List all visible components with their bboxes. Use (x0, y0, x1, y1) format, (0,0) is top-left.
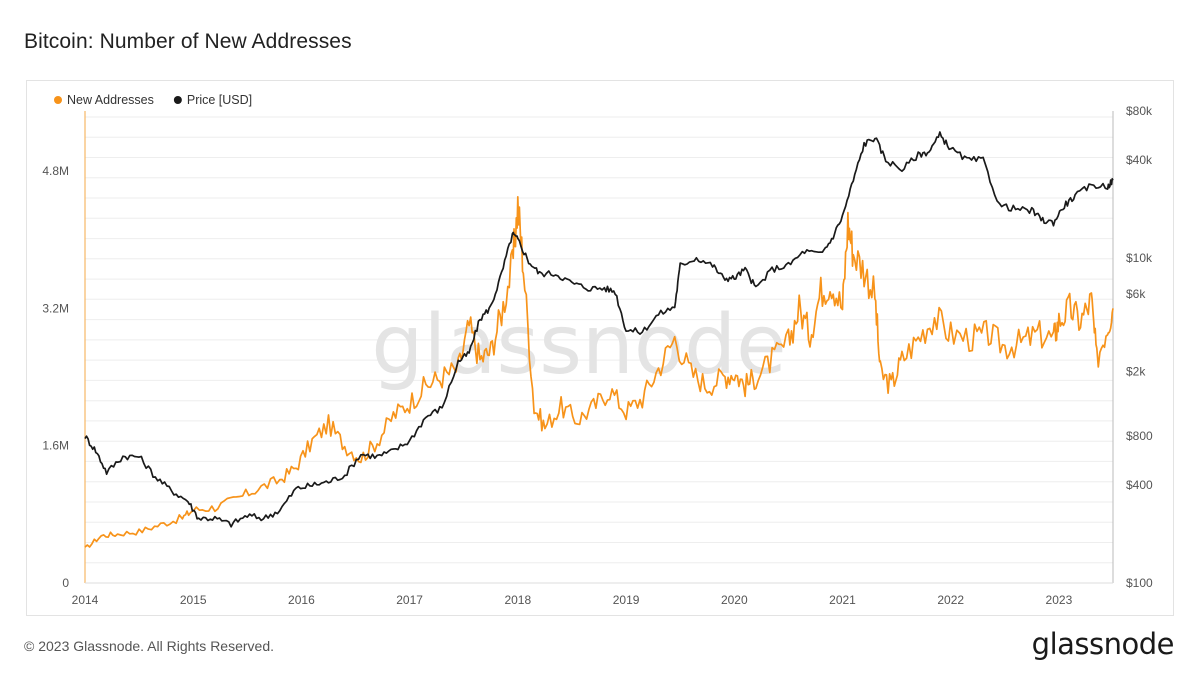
legend-marker (54, 96, 62, 104)
y-right-tick-label: $2k (1126, 365, 1146, 379)
y-right-tick-label: $6k (1126, 287, 1146, 301)
legend-label: Price [USD] (187, 93, 252, 107)
brand-logo: glassnode (1031, 627, 1175, 661)
x-tick-label: 2014 (72, 593, 99, 607)
y-right-tick-label: $10k (1126, 251, 1153, 265)
x-tick-label: 2017 (396, 593, 423, 607)
x-tick-label: 2016 (288, 593, 315, 607)
y-right-tick-label: $400 (1126, 478, 1153, 492)
x-tick-label: 2018 (504, 593, 531, 607)
x-tick-label: 2020 (721, 593, 748, 607)
chart-svg: glassnode01.6M3.2M4.8M$100$400$800$2k$6k… (42, 93, 1153, 607)
price-line (84, 131, 1114, 528)
y-left-tick-label: 1.6M (42, 439, 69, 453)
x-tick-label: 2015 (180, 593, 207, 607)
legend-marker (173, 96, 182, 104)
chart-title: Bitcoin: Number of New Addresses (24, 30, 352, 53)
x-tick-label: 2022 (937, 593, 964, 607)
y-left-tick-label: 3.2M (42, 301, 69, 315)
x-tick-label: 2021 (829, 593, 856, 607)
copyright-text: © 2023 Glassnode. All Rights Reserved. (24, 638, 275, 654)
y-right-tick-label: $40k (1126, 153, 1153, 167)
y-right-tick-label: $100 (1126, 576, 1153, 590)
y-right-tick-label: $800 (1126, 429, 1153, 443)
y-left-tick-label: 0 (62, 576, 69, 590)
y-right-tick-label: $80k (1126, 104, 1153, 118)
chart-panel: glassnode 0 1.6M 3.2M 4.8M $100 $400 $800 $2k $6k… (26, 80, 1174, 616)
new-addresses-line (84, 195, 1114, 548)
x-tick-label: 2019 (613, 593, 640, 607)
x-tick-label: 2023 (1046, 593, 1073, 607)
y-left-tick-label: 4.8M (42, 164, 69, 178)
legend-label: New Addresses (67, 93, 154, 107)
